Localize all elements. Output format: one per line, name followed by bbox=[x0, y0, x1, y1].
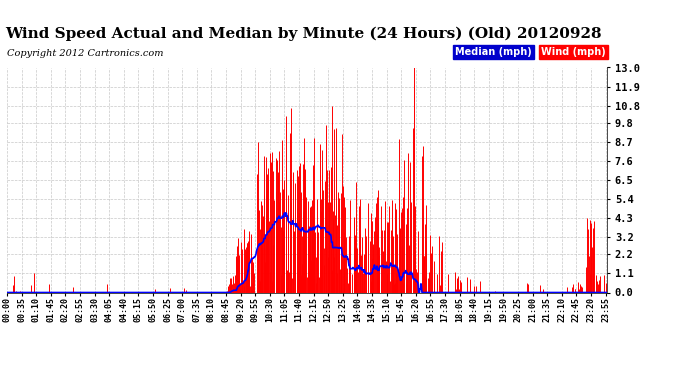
Text: Wind Speed Actual and Median by Minute (24 Hours) (Old) 20120928: Wind Speed Actual and Median by Minute (… bbox=[6, 26, 602, 40]
Text: Median (mph): Median (mph) bbox=[455, 47, 531, 57]
Text: Wind (mph): Wind (mph) bbox=[541, 47, 606, 57]
Text: Copyright 2012 Cartronics.com: Copyright 2012 Cartronics.com bbox=[7, 49, 164, 58]
